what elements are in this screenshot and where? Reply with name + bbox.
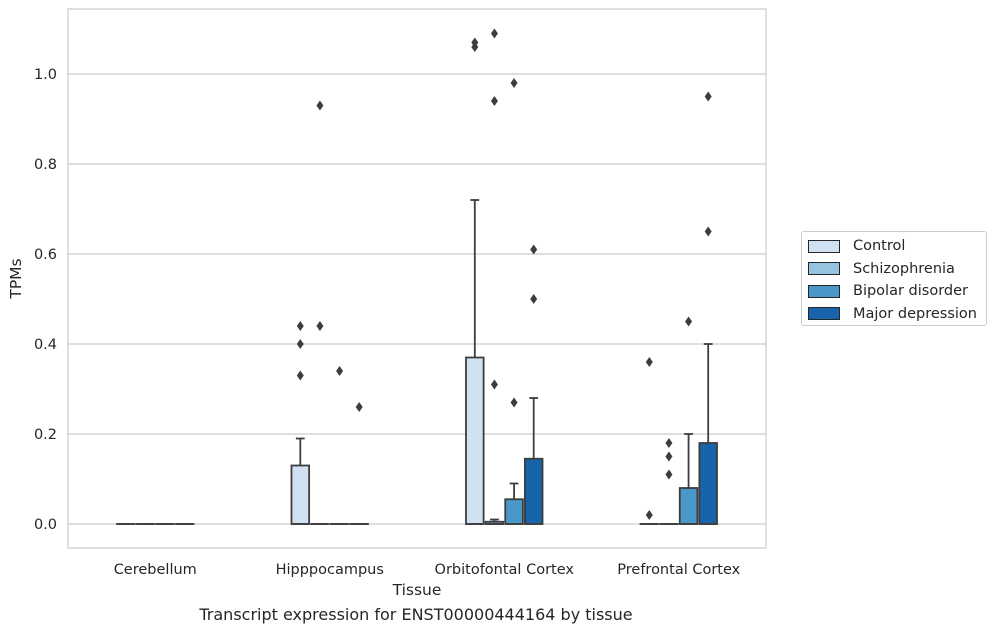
box-orbitofontal-cortex-control [466,358,484,525]
outlier-prefrontal-cortex-bipolar-disorder-0 [685,317,692,327]
y-tick-label-0-0: 0.0 [34,517,57,533]
legend-swatch-control [808,240,840,253]
outlier-hipppocampus-control-1 [297,339,304,349]
y-axis-label: TPMs [7,258,25,299]
outlier-prefrontal-cortex-control-1 [646,357,653,367]
y-tick-label-0-2: 0.2 [34,427,57,443]
box-orbitofontal-cortex-bipolar-disorder [505,499,523,524]
legend-label-major-depression: Major depression [853,306,977,322]
outlier-hipppocampus-bipolar-disorder-0 [336,366,343,376]
legend-label-control: Control [853,238,905,254]
outlier-points [297,29,712,521]
legend-label-schizophrenia: Schizophrenia [853,261,955,277]
outlier-orbitofontal-cortex-major-depression-1 [530,245,537,255]
y-tick-labels: 0.0 0.2 0.4 0.6 0.8 1.0 [34,67,57,533]
legend-item-bipolar-disorder: Bipolar disorder [808,280,980,303]
legend-item-schizophrenia: Schizophrenia [808,258,980,281]
legend-swatch-schizophrenia [808,262,840,275]
legend-swatch-major-depression [808,307,840,320]
outlier-orbitofontal-cortex-schizophrenia-2 [491,29,498,39]
outlier-orbitofontal-cortex-bipolar-disorder-0 [511,398,518,408]
x-tick-label-orbitofontal-cortex: Orbitofontal Cortex [435,562,575,578]
box-plots [117,200,717,524]
y-tick-label-0-4: 0.4 [34,337,57,353]
outlier-prefrontal-cortex-schizophrenia-1 [665,452,672,462]
x-axis-label: Tissue [392,581,442,599]
x-tick-label-cerebellum: Cerebellum [114,562,197,578]
y-tick-label-1-0: 1.0 [34,67,57,83]
box-prefrontal-cortex-bipolar-disorder [680,488,698,524]
y-tick-label-0-8: 0.8 [34,157,57,173]
outlier-prefrontal-cortex-major-depression-0 [705,227,712,237]
outlier-hipppocampus-major-depression-0 [356,402,363,412]
x-tick-label-prefrontal-cortex: Prefrontal Cortex [617,562,740,578]
box-hipppocampus-control [291,466,309,525]
legend-swatch-bipolar-disorder [808,285,840,298]
outlier-orbitofontal-cortex-schizophrenia-1 [491,96,498,106]
x-tick-labels: Cerebellum Hipppocampus Orbitofontal Corte… [114,562,741,578]
outlier-hipppocampus-schizophrenia-1 [316,101,323,111]
plot-frame [68,9,766,548]
legend-label-bipolar-disorder: Bipolar disorder [853,283,968,299]
outlier-orbitofontal-cortex-major-depression-0 [530,294,537,304]
outlier-orbitofontal-cortex-schizophrenia-0 [491,380,498,390]
outlier-prefrontal-cortex-major-depression-1 [705,92,712,102]
outlier-hipppocampus-control-2 [297,321,304,331]
legend-item-control: Control [808,235,980,258]
outlier-prefrontal-cortex-schizophrenia-2 [665,438,672,448]
legend-item-major-depression: Major depression [808,303,980,326]
outlier-hipppocampus-control-0 [297,371,304,381]
grid-lines [68,74,766,524]
outlier-prefrontal-cortex-schizophrenia-0 [665,470,672,480]
outlier-orbitofontal-cortex-bipolar-disorder-1 [511,78,518,88]
y-tick-label-0-6: 0.6 [34,247,57,263]
outlier-hipppocampus-schizophrenia-0 [316,321,323,331]
legend: Control Schizophrenia Bipolar disorder M… [801,231,987,326]
x-tick-label-hipppocampus: Hipppocampus [276,562,384,578]
chart-caption: Transcript expression for ENST0000044416… [0,605,832,624]
box-orbitofontal-cortex-major-depression [525,459,543,524]
box-prefrontal-cortex-major-depression [699,443,717,524]
outlier-prefrontal-cortex-control-0 [646,510,653,520]
